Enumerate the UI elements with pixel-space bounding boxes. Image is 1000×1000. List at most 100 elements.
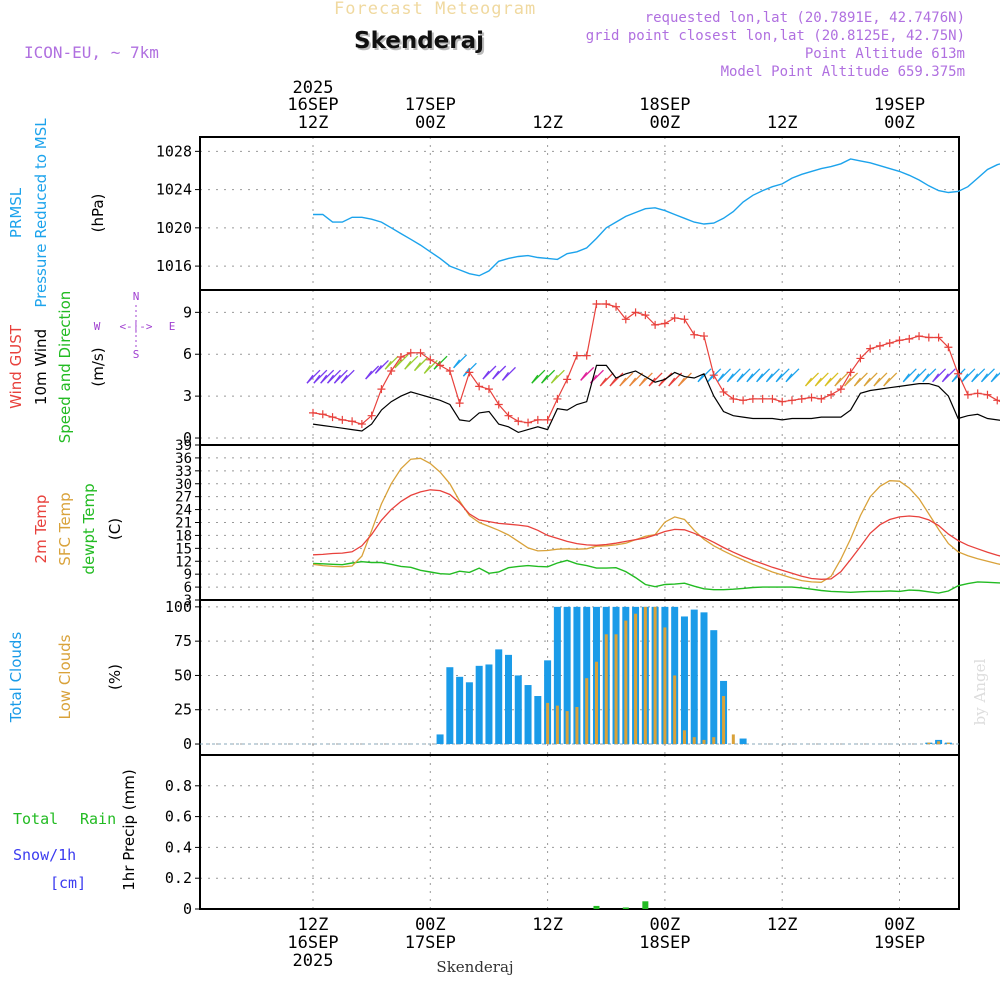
footer-label: Skenderaj [436,958,513,976]
gust-marker [827,390,836,399]
ytick-label-clouds: 75 [174,632,192,650]
gust-marker [690,330,699,339]
gust-marker [387,366,396,375]
gust-marker [856,354,865,363]
wind-gust-line [312,303,1000,425]
ytick-label-temperature: 21 [175,516,192,532]
gust-marker [602,299,611,308]
total-cloud-bar [436,734,444,745]
ytick-label-temperature: 36 [175,451,192,467]
wind-barb [736,368,751,383]
gust-marker [758,394,767,403]
ylabel-2m-temp: 2m Temp [32,495,50,564]
ytick-label-clouds: 100 [165,598,192,616]
wind-barb [922,368,937,383]
ytick-label-temperature: 12 [175,554,192,570]
gust-marker [729,394,738,403]
gust-marker [406,348,415,357]
low-cloud-bar [614,634,618,745]
top-time-label: 00Z [650,113,681,133]
total-cloud-bar [573,606,581,745]
wind-barb [580,366,595,381]
low-cloud-bar [663,627,667,745]
wind-barb [883,372,898,387]
ytick-label-temperature: 39 [175,438,192,454]
low-cloud-bar [682,730,686,745]
gust-marker [348,417,357,426]
rain-bar [642,901,649,909]
wind-barb [844,372,859,387]
total-cloud-bar [544,660,552,745]
pressure-line [313,158,1000,277]
panel-frame-wind [199,289,960,446]
total-cloud-bar [456,676,464,745]
sfc-temp-line [312,457,1000,583]
gust-marker [504,411,513,420]
wind-barb [853,372,868,387]
wind-barb [541,369,556,384]
watermark: by Angel [971,658,989,725]
gust-marker [455,399,464,408]
bottom-time-label: 00Z [884,915,915,935]
low-cloud-bar [643,606,647,745]
low-cloud-bar [937,741,941,745]
ylabel-ms: (m/s) [89,347,107,386]
compass-s: S [133,348,140,361]
ylabel-pressure: Pressure Reduced to MSL [32,118,50,308]
gust-marker [885,339,894,348]
wind-barb [756,368,771,383]
ytick-label-clouds: 25 [174,701,192,719]
gust-marker [592,299,601,308]
wind-barb [912,368,927,383]
gust-marker [318,410,327,419]
total-cloud-bar [690,609,698,745]
point-altitude: Point Altitude 613m [804,46,965,62]
bottom-date-label: 16SEP [287,933,338,953]
bottom-date-label: 17SEP [405,933,456,953]
total-cloud-bar [739,738,747,745]
gust-marker [915,332,924,341]
gust-marker [895,336,904,345]
top-date-label: 17SEP [405,95,456,115]
ytick-label-wind: 9 [183,303,192,321]
wind-barb [873,372,888,387]
temp-2m-line [312,489,1000,580]
wind-barb [648,372,663,387]
wind-barb [638,372,653,387]
rain-bar [622,907,629,909]
wind-barb [384,355,399,370]
dewpoint-line [312,559,1000,594]
compass-e: E [169,320,176,333]
wind-barb [863,372,878,387]
gust-marker [524,418,533,427]
low-cloud-bar [673,675,677,745]
bottom-time-label: 12Z [532,915,563,935]
wind-barb [805,372,819,387]
ytick-label-clouds: 0 [183,735,192,753]
wind-barb [333,369,348,384]
wind-barb [531,369,546,384]
ytick-label-pressure: 1028 [156,142,192,160]
wind-barb [785,368,800,383]
gust-marker [924,333,933,342]
low-cloud-bar [634,613,638,745]
ytick-label-pressure: 1020 [156,219,192,237]
wind-barb [717,368,732,383]
wind-barb [609,372,624,387]
wind-speed-line [312,364,1000,434]
closest-coords: grid point closest lon,lat (20.8125E, 42… [585,28,965,44]
ylabel-prmsl: PRMSL [7,187,25,238]
ytick-label-wind: 6 [183,345,192,363]
wind-barb [941,368,956,383]
ytick-label-temperature: 33 [175,464,192,480]
top-date-label: 16SEP [287,95,338,115]
ytick-label-temperature: 27 [175,490,192,506]
gust-marker [836,385,845,394]
panel-temperature [195,444,960,601]
ytick-label-temperature: 15 [175,541,192,557]
ytick-label-wind: 0 [183,429,192,447]
ylabel-precip: 1hr Precip (mm) [120,769,138,890]
gust-marker [846,368,855,377]
gust-marker [543,415,552,424]
gust-marker [934,333,943,342]
